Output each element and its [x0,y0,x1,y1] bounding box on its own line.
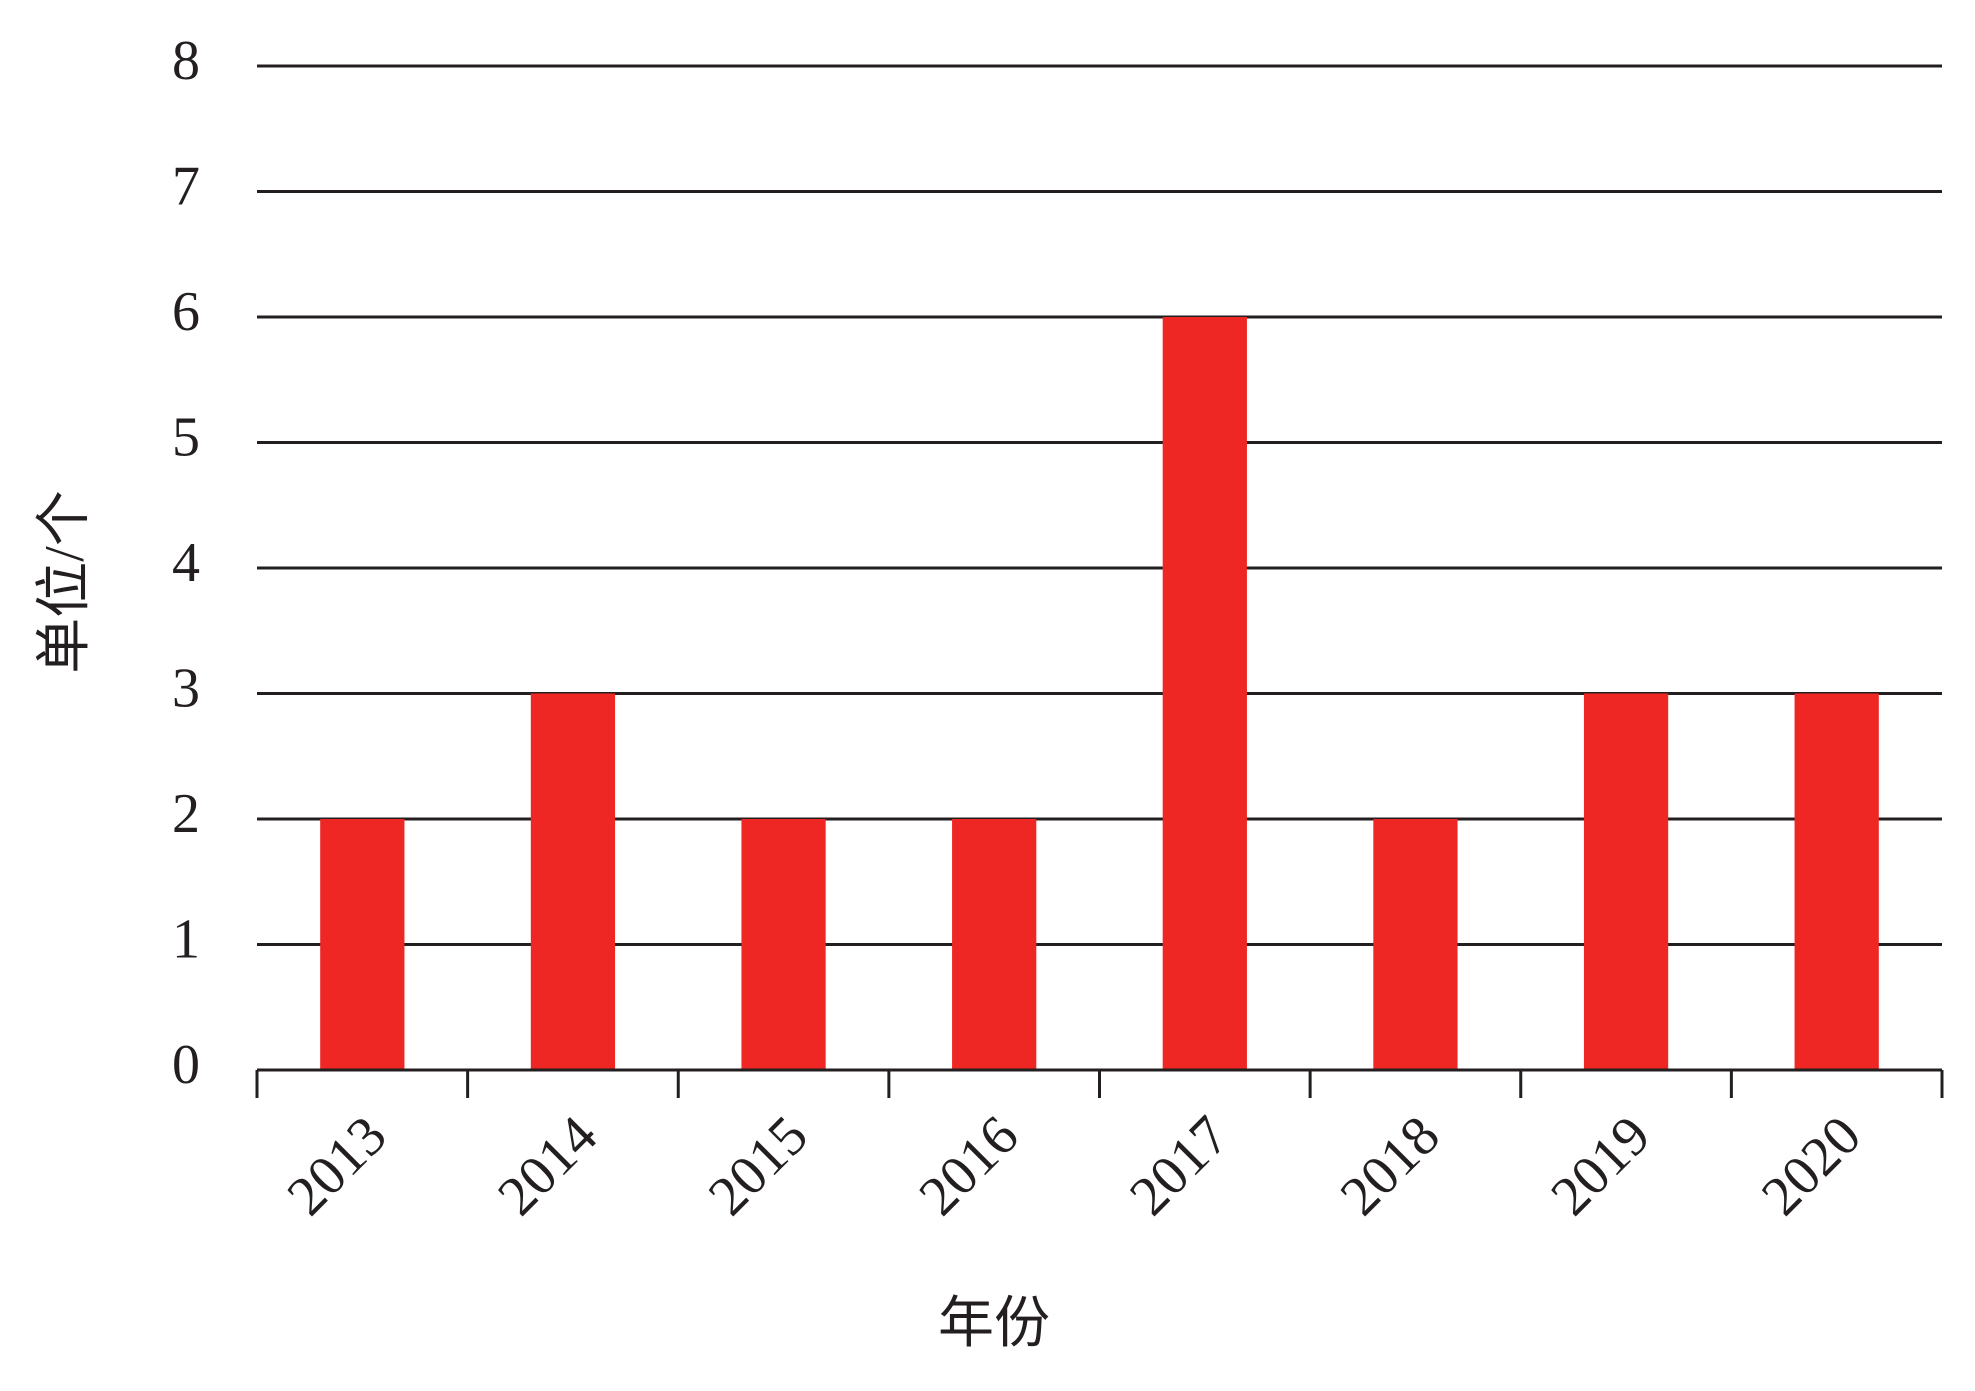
bar [952,819,1037,1070]
x-axis-title: 年份 [938,1293,1050,1355]
x-tick-label: 2017 [1118,1104,1241,1227]
bar [320,819,405,1070]
x-tick-label: 2019 [1539,1104,1662,1227]
x-tick-label: 2016 [907,1104,1030,1227]
y-tick-label: 0 [172,1034,200,1096]
x-tick-label: 2020 [1750,1104,1873,1227]
bar [1162,317,1247,1070]
y-tick-label: 3 [172,657,200,719]
y-tick-label: 5 [172,406,200,468]
y-tick-label: 8 [172,30,200,92]
y-tick-label: 7 [172,155,200,217]
x-tick-label: 2018 [1329,1104,1452,1227]
bar [530,693,616,1070]
y-axis-title: 单位/个 [34,490,96,674]
x-tick-label: 2015 [697,1104,820,1227]
y-tick-label: 6 [172,281,200,343]
x-tick-label: 2013 [276,1104,399,1227]
bar [741,819,826,1070]
y-tick-label: 2 [172,783,200,845]
y-tick-label: 1 [172,908,200,970]
y-tick-label: 4 [172,532,200,594]
x-tick-label: 2014 [486,1104,609,1227]
bar [1794,693,1879,1070]
bar [1583,693,1669,1070]
bar [1373,819,1458,1070]
